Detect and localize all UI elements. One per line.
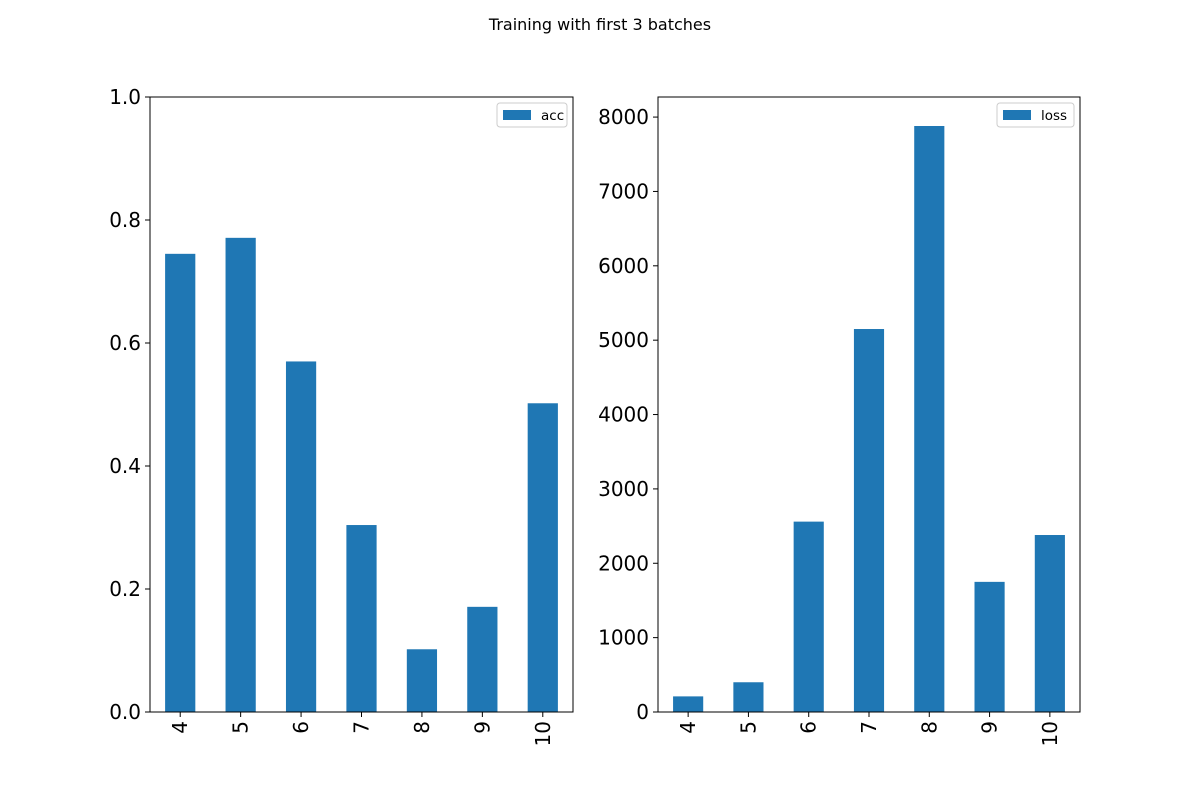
bar-loss-9: [974, 581, 1005, 712]
y-tick-label: 0.0: [109, 700, 141, 724]
x-tick-label: 7: [350, 721, 374, 734]
loss-bar-chart: 0 1000 2000 3000 4000 5000 6000 7000 8000 4 5 6 7 8 9 1…: [598, 96, 1081, 746]
x-tick-label: 10: [531, 721, 555, 746]
y-tick-label: 7000: [598, 179, 649, 203]
x-tick-label: 8: [410, 721, 434, 734]
x-tick-label: 9: [470, 721, 494, 734]
x-tick-label: 4: [168, 721, 192, 734]
legend-box: [996, 102, 1075, 128]
acc-bar-chart: 0.0 0.2 0.4 0.6 0.8 1.0 4 5 6 7 8 9 10 acc: [109, 85, 574, 746]
y-tick-label: 6000: [598, 254, 649, 278]
y-tick-label: 5000: [598, 328, 649, 352]
x-tick-label: 8: [917, 721, 941, 734]
y-tick-label: 1.0: [109, 85, 141, 109]
x-tick-label: 5: [229, 721, 253, 734]
bar-loss-5: [733, 682, 764, 712]
bar-loss-4: [673, 696, 704, 712]
x-tick-label: 6: [797, 721, 821, 734]
legend-box: [496, 102, 568, 128]
legend-swatch: [1003, 110, 1031, 120]
bar-acc-10: [527, 403, 558, 712]
x-tick-label: 7: [857, 721, 881, 734]
y-tick-label: 3000: [598, 477, 649, 501]
bar-acc-6: [285, 361, 317, 712]
y-tick-label: 2000: [598, 551, 649, 575]
bar-acc-9: [467, 606, 498, 712]
y-tick-label: 8000: [598, 105, 649, 129]
bar-loss-6: [793, 521, 824, 712]
legend-label: acc: [541, 108, 564, 124]
legend-label: loss: [1041, 108, 1067, 124]
x-tick-label: 5: [736, 721, 760, 734]
bar-acc-4: [165, 253, 196, 712]
x-tick-label: 9: [978, 721, 1002, 734]
y-tick-label: 4000: [598, 403, 649, 427]
y-tick-label: 0.6: [109, 331, 141, 355]
y-tick-label: 1000: [598, 626, 649, 650]
legend: acc: [496, 102, 568, 128]
x-tick-label: 10: [1038, 721, 1062, 746]
y-tick-label: 0.8: [109, 208, 141, 232]
figure-title: Training with first 3 batches: [488, 15, 711, 34]
y-tick-label: 0.4: [109, 454, 141, 478]
bar-acc-8: [406, 649, 438, 712]
y-tick-label: 0.2: [109, 577, 141, 601]
x-tick-label: 4: [676, 721, 700, 734]
bar-loss-7: [853, 329, 885, 712]
legend-swatch: [503, 110, 531, 120]
y-tick-label: 0: [636, 700, 649, 724]
bar-loss-8: [914, 126, 945, 712]
bar-acc-5: [225, 237, 256, 712]
bar-loss-10: [1034, 535, 1065, 712]
bar-acc-7: [346, 525, 377, 712]
legend: loss: [996, 102, 1075, 128]
x-tick-label: 6: [289, 721, 313, 734]
